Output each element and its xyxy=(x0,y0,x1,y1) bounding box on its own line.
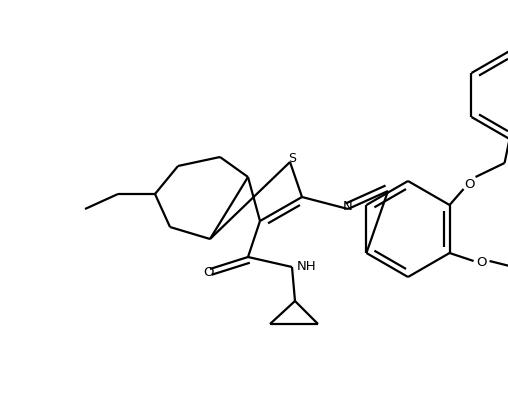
Text: N: N xyxy=(343,200,353,213)
Text: O: O xyxy=(203,266,213,279)
Text: S: S xyxy=(288,152,296,165)
Text: O: O xyxy=(477,255,487,268)
Text: NH: NH xyxy=(297,259,316,272)
Text: O: O xyxy=(464,177,475,190)
